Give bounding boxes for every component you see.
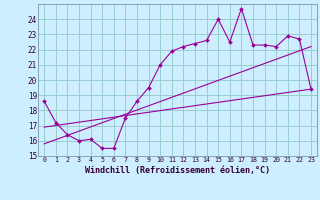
- X-axis label: Windchill (Refroidissement éolien,°C): Windchill (Refroidissement éolien,°C): [85, 166, 270, 175]
